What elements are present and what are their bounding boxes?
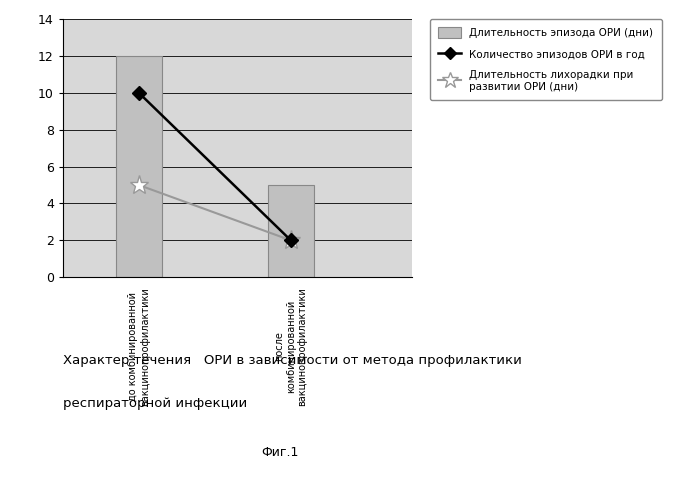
- Bar: [116, 56, 161, 277]
- Bar: [268, 185, 314, 277]
- Text: респираторной инфекции: респираторной инфекции: [63, 397, 247, 410]
- Text: Фиг.1: Фиг.1: [261, 446, 298, 459]
- Legend: Длительность эпизода ОРИ (дни), Количество эпизодов ОРИ в год, Длительность лихо: Длительность эпизода ОРИ (дни), Количест…: [430, 19, 662, 100]
- Text: Характер течения   ОРИ в зависимости от метода профилактики: Характер течения ОРИ в зависимости от ме…: [63, 354, 521, 367]
